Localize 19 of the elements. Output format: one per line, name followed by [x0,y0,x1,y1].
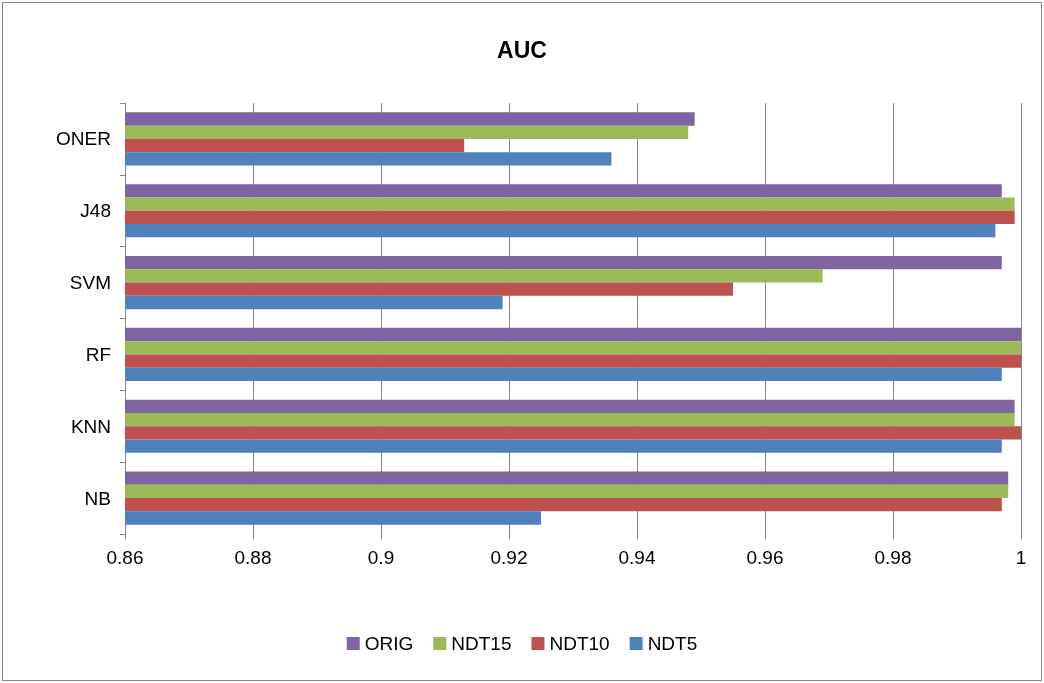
y-tick-label: KNN [70,415,111,437]
y-tick-label: J48 [80,200,111,222]
y-tick-label: ONER [56,128,111,150]
legend-label: ORIG [364,633,414,654]
chart-title: AUC [497,36,547,63]
x-tick-label: 0.88 [234,547,272,568]
x-tick-label: 0.94 [618,547,656,568]
y-tick-label: RF [85,343,111,365]
x-tick-label: 0.98 [874,547,912,568]
x-tick-label: 0.92 [490,547,528,568]
y-tick-label: NB [84,487,111,509]
legend-label: NDT10 [549,633,610,654]
x-tick-label: 0.86 [106,547,144,568]
legend-label: NDT15 [451,633,512,654]
y-tick-label: SVM [69,272,111,294]
legend-label: NDT5 [647,633,698,654]
x-tick-label: 1 [1015,547,1027,568]
x-tick-label: 0.9 [367,547,395,568]
x-tick-label: 0.96 [746,547,784,568]
